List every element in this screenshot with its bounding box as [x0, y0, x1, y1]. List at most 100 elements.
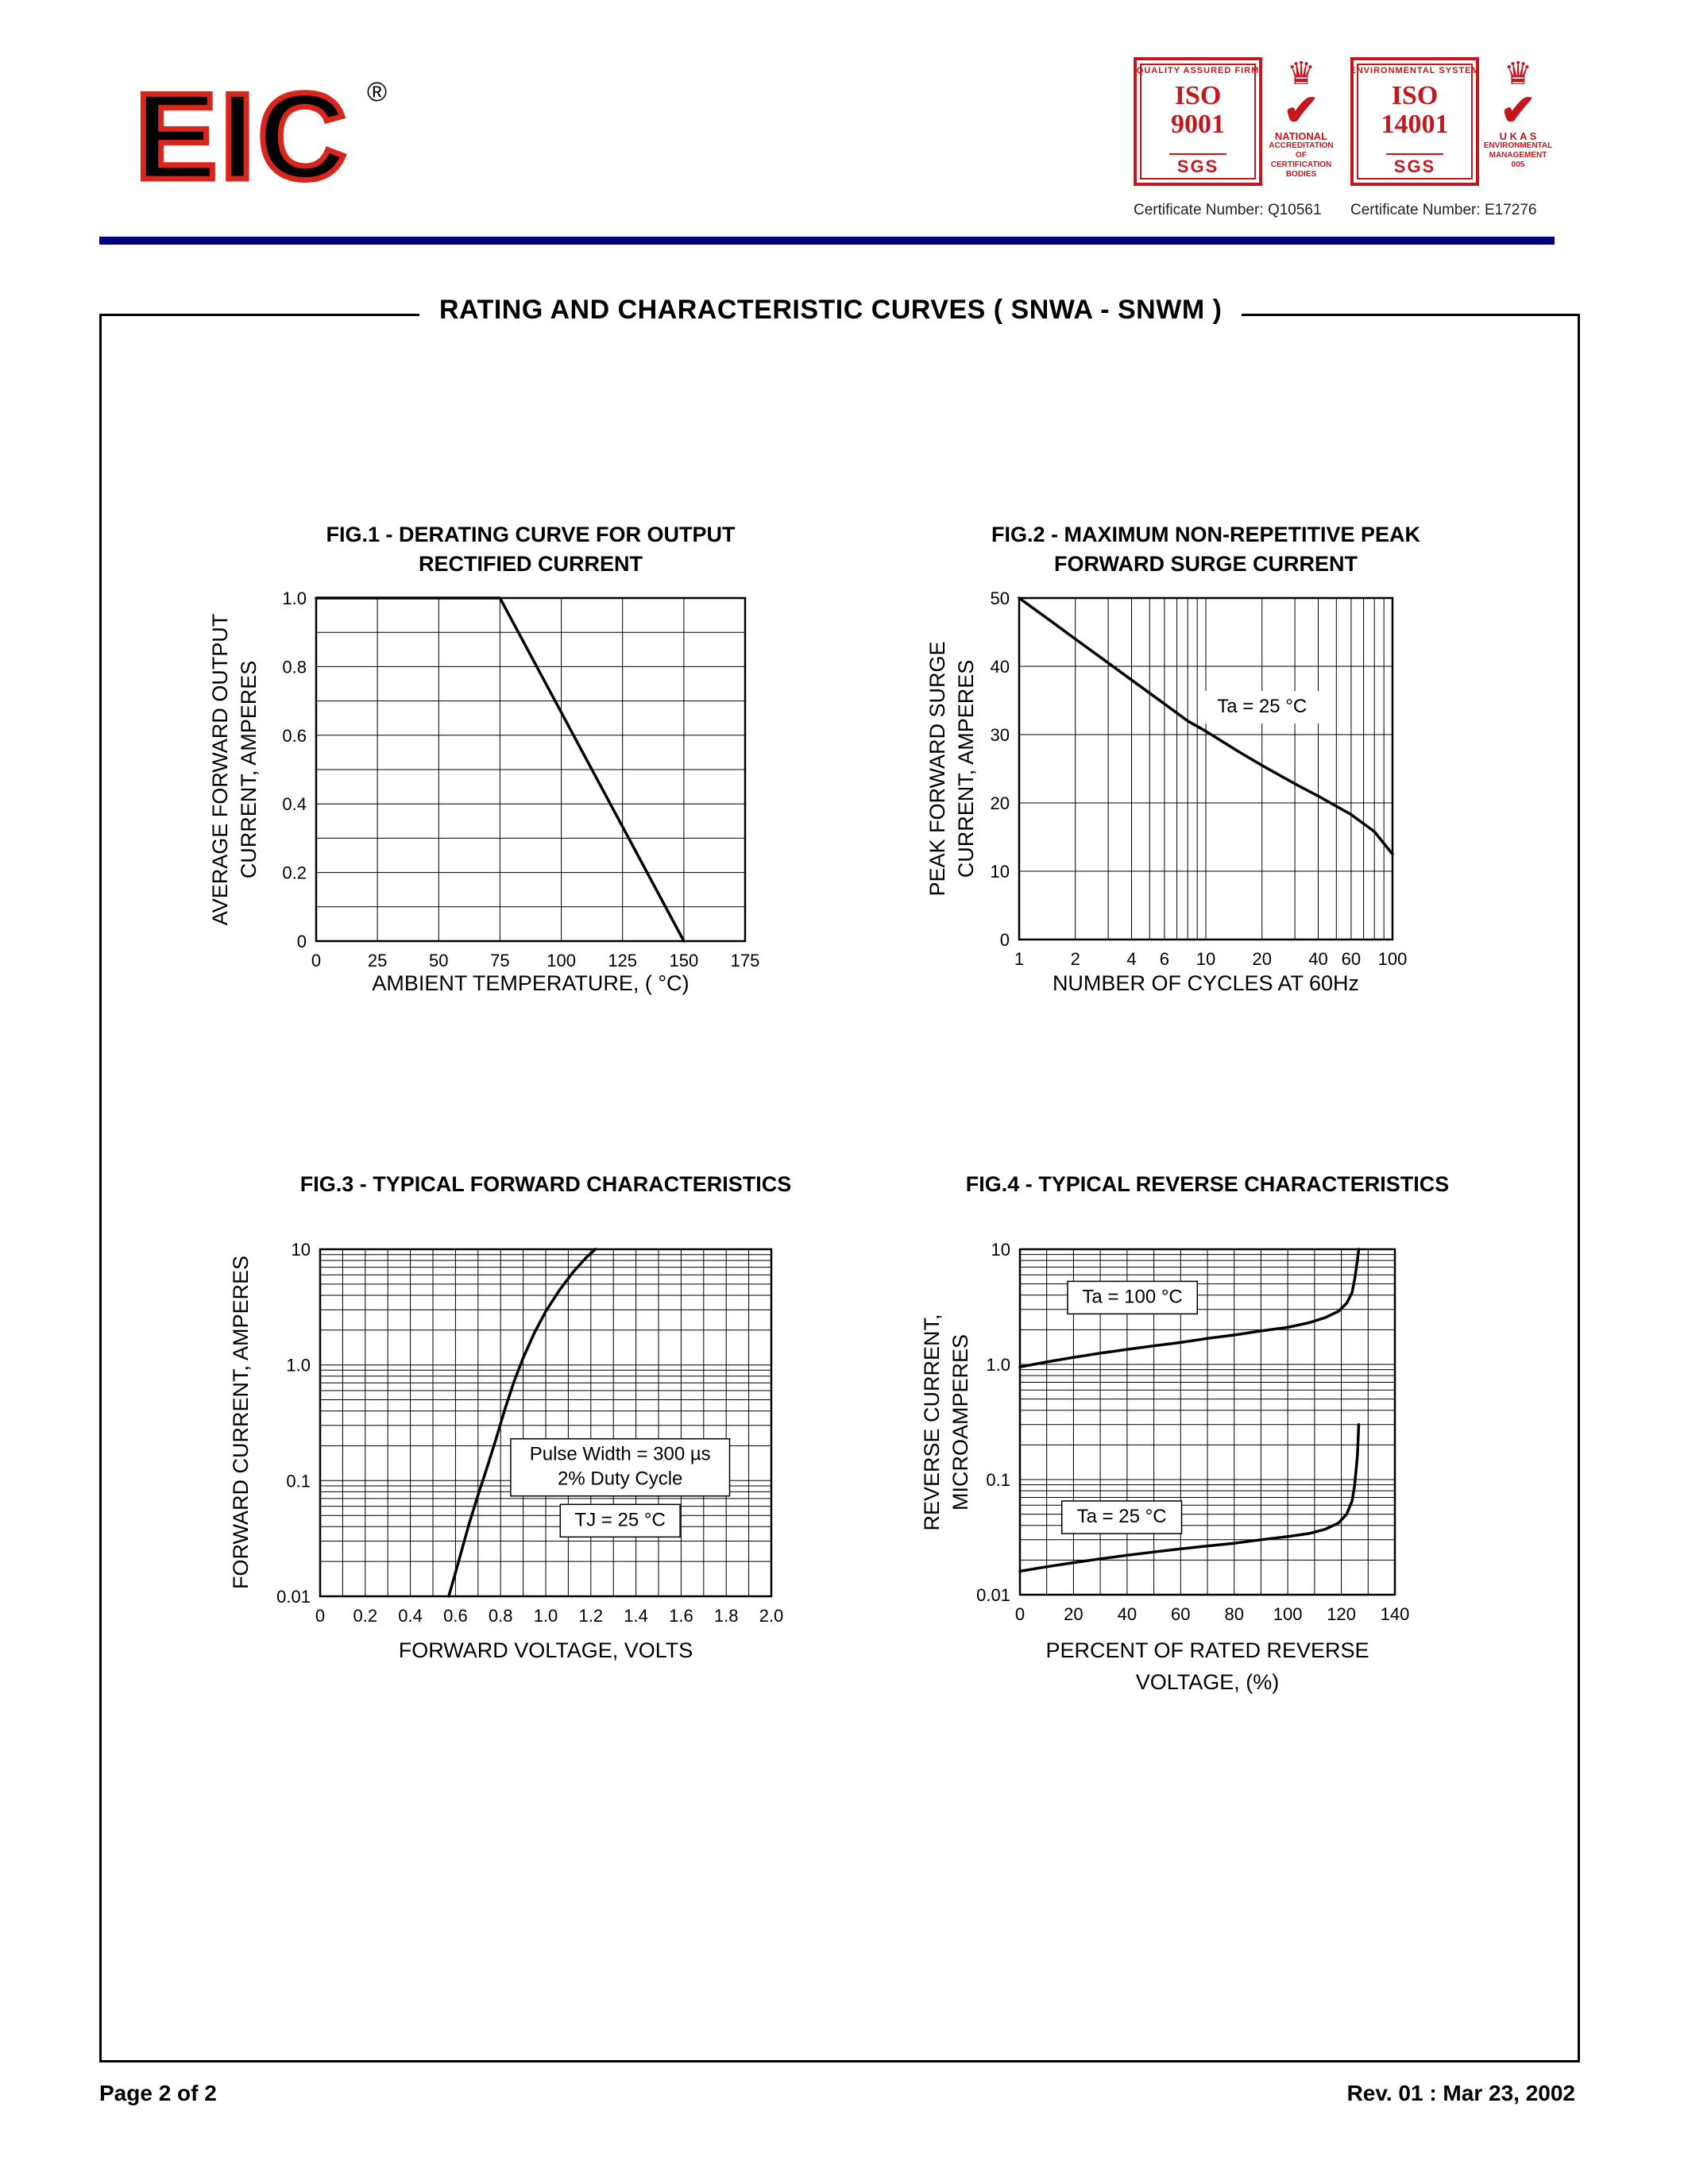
fig3-title-line1: FIG.3 - TYPICAL FORWARD CHARACTERISTICS — [299, 1172, 792, 1196]
fig2-title-line2: FORWARD SURGE CURRENT — [1053, 552, 1358, 576]
svg-text:20: 20 — [1252, 949, 1271, 969]
svg-text:1.8: 1.8 — [714, 1606, 739, 1626]
svg-text:140: 140 — [1381, 1604, 1410, 1624]
fig3-title: FIG.3 - TYPICAL FORWARD CHARACTERISTICS — [268, 1170, 824, 1199]
revision-date: Rev. 01 : Mar 23, 2002 — [1346, 2081, 1575, 2105]
svg-text:1.0: 1.0 — [986, 1355, 1010, 1375]
svg-text:0.4: 0.4 — [282, 794, 307, 814]
svg-text:Ta = 25 °C: Ta = 25 °C — [1077, 1506, 1167, 1527]
page-number: Page 2 of 2 — [99, 2081, 217, 2105]
svg-text:Pulse Width = 300 µs: Pulse Width = 300 µs — [530, 1444, 711, 1465]
iso9001-word: ISO — [1174, 81, 1222, 110]
page-footer: Page 2 of 2 Rev. 01 : Mar 23, 2002 — [99, 2081, 1575, 2106]
svg-text:100: 100 — [1273, 1604, 1303, 1624]
svg-text:1.0: 1.0 — [534, 1606, 558, 1626]
svg-text:25: 25 — [368, 951, 387, 970]
fig1-title-line1: FIG.1 - DERATING CURVE FOR OUTPUT — [326, 523, 736, 546]
fig2-x-axis-label: NUMBER OF CYCLES AT 60Hz — [1052, 971, 1360, 995]
fig1-y-axis-label: AVERAGE FORWARD OUTPUT CURRENT, AMPERES — [208, 613, 261, 926]
svg-text:1.0: 1.0 — [286, 1356, 311, 1376]
fig3-y-axis-label: FORWARD CURRENT, AMPERES — [229, 1255, 253, 1590]
svg-text:0.2: 0.2 — [282, 863, 307, 883]
emblem-line: 005 — [1511, 160, 1525, 169]
ukas-emblem: ♛ ✔ U K A S ENVIRONMENTAL MANAGEMENT 005 — [1484, 57, 1552, 170]
iso14001-certification-badge: ENVIRONMENTAL SYSTEM ISO 14001 SGS ♛ ✔ U… — [1350, 57, 1552, 219]
checkmark-icon: ✔ — [1500, 87, 1536, 134]
iso14001-badge-row: ENVIRONMENTAL SYSTEM ISO 14001 SGS ♛ ✔ U… — [1350, 57, 1552, 186]
svg-text:20: 20 — [991, 793, 1010, 813]
fig4-plot-area: 0 20 40 60 80 100 120 140 0.01 0.1 1.0 10 Ta = 100 °… — [976, 1240, 1410, 1624]
svg-text:60: 60 — [1171, 1604, 1190, 1624]
svg-text:2% Duty Cycle: 2% Duty Cycle — [558, 1468, 682, 1490]
svg-text:1: 1 — [1014, 949, 1024, 969]
fig1-derating-curve-chart: FIG.1 - DERATING CURVE FOR OUTPUT RECTIF… — [208, 523, 759, 995]
fig2-plot-area: 1 2 4 6 10 20 40 60 100 0 10 20 30 40 50 Ta = 25 °C — [991, 588, 1408, 969]
fig1-title-line2: RECTIFIED CURRENT — [419, 552, 643, 576]
fig4-title: FIG.4 - TYPICAL REVERSE CHARACTERISTICS — [929, 1170, 1485, 1199]
fig2-surge-current-chart: FIG.2 - MAXIMUM NON-REPETITIVE PEAK FORW… — [925, 523, 1420, 995]
svg-text:100: 100 — [547, 951, 576, 970]
fig4-x-axis-label: PERCENT OF RATED REVERSE VOLTAGE, (%) — [1045, 1638, 1369, 1694]
svg-text:40: 40 — [1118, 1604, 1137, 1624]
svg-text:6: 6 — [1160, 949, 1169, 969]
svg-text:60: 60 — [1342, 949, 1361, 969]
svg-text:0.8: 0.8 — [489, 1606, 513, 1626]
svg-text:0: 0 — [1015, 1604, 1025, 1624]
emblem-line: BODIES — [1285, 170, 1317, 179]
sgs-label: SGS — [1385, 153, 1444, 177]
fig4-title-line1: FIG.4 - TYPICAL REVERSE CHARACTERISTICS — [965, 1172, 1450, 1196]
svg-text:0: 0 — [297, 932, 307, 951]
svg-text:0.1: 0.1 — [286, 1471, 311, 1491]
emblem-line: U K A S — [1499, 130, 1537, 142]
crown-icon: ♛ — [1504, 56, 1532, 91]
svg-text:0.4: 0.4 — [398, 1606, 423, 1626]
eic-logo: EIC ® — [135, 68, 387, 206]
svg-text:0.6: 0.6 — [443, 1606, 468, 1626]
fig3-forward-characteristics-chart: FIG.3 - TYPICAL FORWARD CHARACTERISTICS … — [229, 1172, 791, 1662]
svg-text:120: 120 — [1327, 1604, 1356, 1624]
fig1-x-axis-label: AMBIENT TEMPERATURE, ( °C) — [372, 971, 689, 995]
svg-text:50: 50 — [991, 588, 1010, 608]
svg-text:75: 75 — [490, 951, 509, 970]
svg-text:0: 0 — [315, 1606, 325, 1626]
fig2-title: FIG.2 - MAXIMUM NON-REPETITIVE PEAK FORW… — [928, 520, 1484, 579]
emblem-line: ENVIRONMENTAL — [1483, 141, 1553, 150]
emblem-line: MANAGEMENT — [1489, 151, 1547, 160]
svg-text:10: 10 — [991, 1240, 1010, 1260]
iso14001-number: 14001 — [1381, 110, 1449, 139]
svg-text:150: 150 — [670, 951, 699, 970]
svg-text:125: 125 — [608, 951, 637, 970]
certificate-number-1: Certificate Number: Q10561 — [1134, 202, 1322, 218]
fig1-plot-area: 0 25 50 75 100 125 150 175 0 0.2 0.4 0.6 0.8 1.0 — [282, 588, 759, 970]
emblem-line: CERTIFICATION — [1270, 160, 1332, 169]
fig2-title-line1: FIG.2 - MAXIMUM NON-REPETITIVE PEAK — [991, 523, 1421, 546]
emblem-line: ACCREDITATION OF — [1269, 141, 1334, 160]
accreditation-emblem-1: ♛ ✔ NATIONAL ACCREDITATION OF CERTIFICAT… — [1267, 57, 1335, 179]
svg-text:0: 0 — [1000, 930, 1010, 950]
svg-text:0: 0 — [311, 951, 321, 970]
page-title: RATING AND CHARACTERISTIC CURVES ( SNWA … — [419, 295, 1242, 326]
svg-text:20: 20 — [1064, 1604, 1083, 1624]
iso14001-word: ISO — [1391, 81, 1439, 110]
fig4-reverse-characteristics-chart: FIG.4 - TYPICAL REVERSE CHARACTERISTICS … — [920, 1172, 1449, 1694]
svg-text:1.2: 1.2 — [579, 1606, 604, 1626]
svg-text:TJ = 25 °C: TJ = 25 °C — [575, 1509, 666, 1530]
svg-text:10: 10 — [292, 1240, 311, 1260]
header-divider-rule — [99, 237, 1555, 245]
eic-logo-text: EIC — [135, 68, 350, 205]
svg-text:4: 4 — [1126, 949, 1136, 969]
svg-text:1.4: 1.4 — [624, 1606, 648, 1626]
crown-icon: ♛ — [1287, 56, 1315, 91]
svg-text:100: 100 — [1378, 949, 1408, 969]
fig3-x-axis-label: FORWARD VOLTAGE, VOLTS — [398, 1638, 693, 1662]
svg-text:0.1: 0.1 — [986, 1470, 1010, 1490]
svg-text:30: 30 — [991, 725, 1010, 745]
svg-text:Ta = 100 °C: Ta = 100 °C — [1082, 1286, 1182, 1307]
iso14001-seal: ENVIRONMENTAL SYSTEM ISO 14001 SGS — [1350, 57, 1479, 186]
svg-text:0.2: 0.2 — [353, 1606, 378, 1626]
svg-text:10: 10 — [991, 862, 1010, 882]
registered-trademark-icon: ® — [367, 77, 387, 107]
iso9001-seal: QUALITY ASSURED FIRM ISO 9001 SGS — [1134, 57, 1262, 186]
svg-text:50: 50 — [429, 951, 448, 970]
